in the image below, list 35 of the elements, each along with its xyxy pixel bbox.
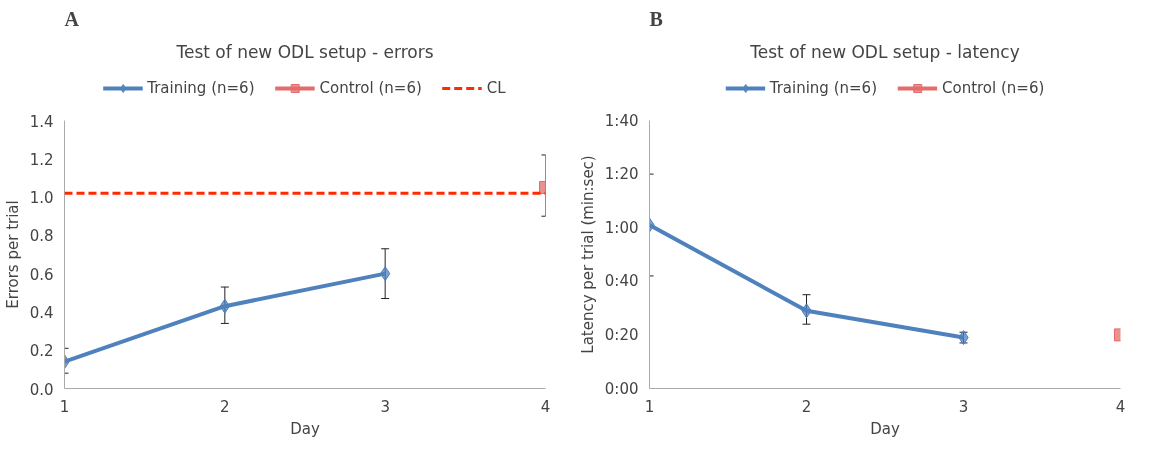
x-axis-title: Day (290, 419, 320, 438)
legend-label: Control (n=6) (319, 79, 422, 97)
chart-title: Test of new ODL setup - latency (749, 41, 1020, 62)
legend-label: Control (n=6) (941, 79, 1045, 97)
y-tick-label: 0.6 (29, 265, 54, 284)
chart-title: Test of new ODL setup - errors (175, 41, 434, 62)
y-tick-label: 1.4 (29, 112, 54, 131)
y-tick-label: 0:40 (604, 272, 639, 291)
y-tick-label: 0.4 (29, 303, 54, 322)
text: B (649, 7, 663, 30)
text: A (64, 7, 80, 30)
x-tick-label: 1 (644, 397, 655, 416)
y-tick-label: 1:40 (604, 111, 639, 130)
x-tick-label: 3 (380, 397, 390, 416)
x-tick-label: 3 (958, 397, 969, 416)
y-tick-label: 0:00 (604, 379, 639, 398)
y-tick-label: 0.2 (29, 342, 54, 361)
y-tick-label: 1.2 (29, 150, 54, 169)
x-tick-label: 2 (220, 397, 230, 416)
y-tick-label: 1:00 (604, 218, 639, 237)
y-axis-title: Errors per trial (3, 200, 22, 309)
y-tick-label: 0.0 (29, 380, 54, 399)
y-tick-label: 1.0 (29, 189, 54, 208)
y-tick-label: 1:20 (604, 165, 639, 184)
y-tick-label: 0.8 (29, 227, 54, 246)
legend-label: Training (n=6) (769, 79, 877, 97)
x-tick-label: 4 (540, 397, 551, 416)
legend-label: Training (n=6) (147, 79, 255, 97)
y-tick-label: 0:20 (604, 325, 639, 344)
x-tick-label: 1 (59, 397, 70, 416)
x-tick-label: 4 (1115, 397, 1126, 416)
legend-label: CL (486, 79, 507, 97)
y-axis-title: Latency per trial (min:sec) (578, 155, 597, 354)
x-tick-label: 2 (801, 397, 812, 416)
x-axis-title: Day (870, 419, 900, 438)
